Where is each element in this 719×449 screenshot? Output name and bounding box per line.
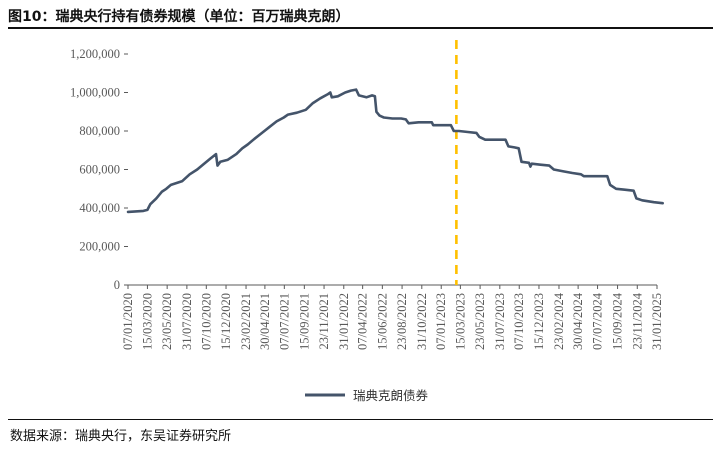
x-tick-label: 07/10/2020 xyxy=(199,293,213,350)
x-tick-label: 07/07/2024 xyxy=(591,292,605,350)
y-tick-label: 600,000 xyxy=(79,163,120,177)
x-tick-label: 23/02/2024 xyxy=(552,292,566,350)
source-rule xyxy=(8,419,713,420)
x-tick-label: 07/10/2023 xyxy=(512,293,526,350)
x-tick-label: 23/08/2022 xyxy=(395,293,409,350)
series-line xyxy=(126,88,664,214)
x-tick-label: 31/07/2023 xyxy=(493,293,507,350)
x-tick-label: 07/07/2021 xyxy=(277,293,291,350)
x-tick-label: 15/06/2022 xyxy=(375,293,389,350)
x-tick-label: 15/03/2020 xyxy=(140,293,154,350)
y-tick-label: 1,200,000 xyxy=(70,47,120,61)
x-tick-label: 23/05/2020 xyxy=(160,293,174,350)
y-tick-label: 400,000 xyxy=(79,201,120,215)
x-tick-label: 31/07/2020 xyxy=(180,293,194,350)
source-note: 数据来源：瑞典央行，东吴证券研究所 xyxy=(10,429,232,444)
x-tick-label: 15/12/2023 xyxy=(532,293,546,350)
x-tick-label: 30/04/2024 xyxy=(571,292,585,350)
x-tick-label: 07/01/2020 xyxy=(121,293,135,350)
x-tick-label: 07/01/2023 xyxy=(434,293,448,350)
x-tick-label: 15/09/2024 xyxy=(611,292,625,350)
x-tick-label: 15/09/2021 xyxy=(297,293,311,350)
x-tick-label: 23/11/2024 xyxy=(630,292,644,349)
x-tick-label: 07/04/2022 xyxy=(356,293,370,350)
x-tick-label: 15/03/2023 xyxy=(453,293,467,350)
x-tick-label: 23/05/2023 xyxy=(473,293,487,350)
y-tick-label: 800,000 xyxy=(79,124,120,138)
title-rule xyxy=(8,27,713,29)
y-tick-label: 0 xyxy=(114,278,120,292)
y-tick-label: 1,000,000 xyxy=(70,86,120,100)
x-tick-label: 31/10/2022 xyxy=(415,293,429,350)
y-tick-label: 200,000 xyxy=(79,240,120,254)
x-tick-label: 15/12/2020 xyxy=(219,293,233,350)
x-tick-label: 30/04/2021 xyxy=(258,293,272,350)
x-tick-label: 23/11/2021 xyxy=(317,293,331,349)
legend-label: 瑞典克朗债券 xyxy=(353,388,429,403)
x-tick-label: 31/01/2022 xyxy=(337,293,351,350)
x-tick-label: 23/02/2021 xyxy=(239,293,253,350)
x-tick-label: 31/01/2025 xyxy=(650,293,664,350)
figure-title: 图10：瑞典央行持有债券规模（单位：百万瑞典克朗） xyxy=(8,9,350,25)
